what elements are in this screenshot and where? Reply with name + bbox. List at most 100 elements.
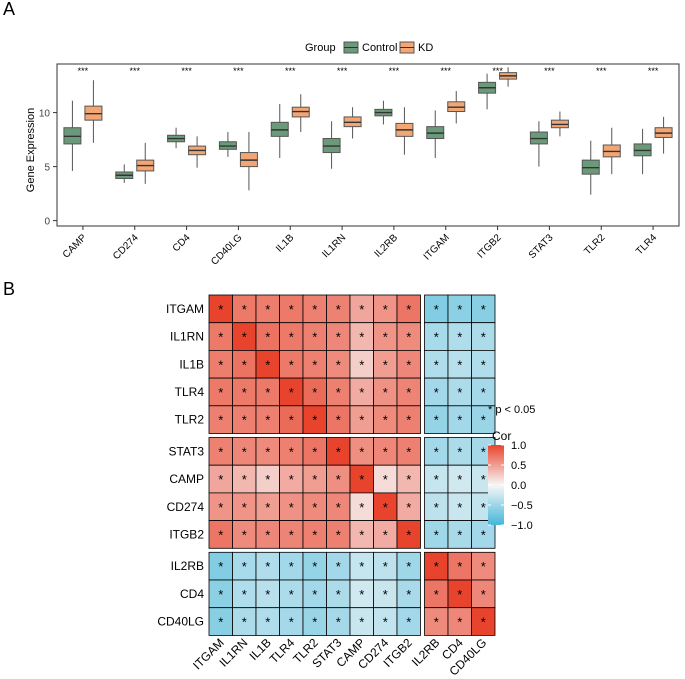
significance-star: * bbox=[242, 587, 247, 602]
significance-star: * bbox=[265, 559, 270, 574]
heatmap-cell: * bbox=[373, 579, 398, 609]
boxplot-panel: A Group Control KD Gene Expression 0510 … bbox=[3, 0, 680, 268]
y-tick-label: 0 bbox=[44, 217, 50, 228]
significance-star: * bbox=[481, 587, 486, 602]
x-tick-label: ITGB2 bbox=[475, 232, 504, 261]
significance-star: * bbox=[242, 330, 247, 345]
significance-star: * bbox=[359, 357, 364, 372]
row-label: TLR4 bbox=[175, 385, 205, 399]
significance-star: * bbox=[242, 302, 247, 317]
significance-star: * bbox=[359, 444, 364, 459]
significance-star: * bbox=[336, 330, 341, 345]
significance-note: * p < 0.05 bbox=[488, 404, 535, 416]
row-label: IL1RN bbox=[170, 330, 204, 344]
heatmap-cell: * bbox=[232, 294, 257, 324]
significance-star: * bbox=[481, 444, 486, 459]
significance-star: * bbox=[434, 472, 439, 487]
significance-label: *** bbox=[596, 66, 607, 76]
heatmap-cell: * bbox=[326, 492, 351, 521]
legend-tick-label: 0.0 bbox=[511, 480, 526, 492]
significance-star: * bbox=[481, 302, 486, 317]
significance-star: * bbox=[434, 357, 439, 372]
heatmap-cell: * bbox=[232, 520, 257, 549]
significance-star: * bbox=[218, 357, 223, 372]
significance-star: * bbox=[359, 615, 364, 630]
heatmap-cell: * bbox=[471, 294, 496, 324]
row-label: CD40LG bbox=[157, 615, 204, 629]
heatmap-cell: * bbox=[326, 437, 351, 466]
x-tick-label: CD274 bbox=[111, 232, 141, 262]
heatmap-cell: * bbox=[279, 492, 304, 521]
box-kd-itgb2 bbox=[499, 67, 518, 87]
significance-label: *** bbox=[233, 66, 244, 76]
significance-star: * bbox=[312, 413, 317, 428]
row-label: CAMP bbox=[169, 472, 204, 486]
heatmap-cell: * bbox=[396, 405, 421, 434]
significance-star: * bbox=[406, 385, 411, 400]
heatmap-cell: * bbox=[471, 377, 496, 407]
significance-star: * bbox=[359, 302, 364, 317]
heatmap-cell: * bbox=[279, 437, 304, 466]
heatmap-cell: * bbox=[208, 405, 233, 434]
heatmap-cell: * bbox=[302, 349, 327, 379]
heatmap-cell: * bbox=[447, 322, 472, 351]
significance-label: *** bbox=[337, 66, 348, 76]
significance-star: * bbox=[289, 444, 294, 459]
heatmap-cell: * bbox=[349, 349, 374, 379]
heatmap-cell: * bbox=[255, 349, 280, 379]
significance-label: *** bbox=[648, 66, 659, 76]
significance-star: * bbox=[312, 615, 317, 630]
row-label: STAT3 bbox=[168, 444, 204, 458]
significance-star: * bbox=[289, 472, 294, 487]
box-kd-itgam bbox=[447, 91, 466, 124]
significance-star: * bbox=[289, 559, 294, 574]
heatmap-cell: * bbox=[208, 377, 233, 407]
significance-star: * bbox=[457, 357, 462, 372]
significance-star: * bbox=[434, 330, 439, 345]
heatmap-cell: * bbox=[255, 464, 280, 494]
significance-star: * bbox=[406, 357, 411, 372]
significance-star: * bbox=[434, 527, 439, 542]
heatmap-cell: * bbox=[349, 520, 374, 549]
significance-star: * bbox=[481, 527, 486, 542]
heatmap-cell: * bbox=[396, 607, 421, 636]
heatmap-cell: * bbox=[255, 492, 280, 521]
significance-star: * bbox=[218, 330, 223, 345]
heatmap-cell: * bbox=[349, 607, 374, 636]
significance-star: * bbox=[336, 500, 341, 515]
column-label: TLR4 bbox=[267, 635, 298, 666]
significance-star: * bbox=[242, 500, 247, 515]
row-label: CD274 bbox=[167, 500, 205, 514]
significance-star: * bbox=[383, 385, 388, 400]
significance-star: * bbox=[289, 302, 294, 317]
heatmap-cell: * bbox=[232, 437, 257, 466]
box-kd-cd274 bbox=[136, 142, 155, 184]
significance-star: * bbox=[289, 413, 294, 428]
significance-star: * bbox=[336, 302, 341, 317]
heatmap-cell: * bbox=[396, 464, 421, 494]
box-control-cd4 bbox=[167, 127, 186, 149]
color-legend-title: Cor bbox=[492, 429, 511, 443]
heatmap-cell: * bbox=[208, 437, 233, 466]
significance-star: * bbox=[265, 500, 270, 515]
significance-star: * bbox=[336, 559, 341, 574]
heatmap-cell: * bbox=[255, 551, 280, 581]
significance-star: * bbox=[406, 444, 411, 459]
significance-star: * bbox=[383, 615, 388, 630]
significance-star: * bbox=[383, 357, 388, 372]
heatmap-cell: * bbox=[471, 405, 496, 434]
heatmap-cell: * bbox=[279, 464, 304, 494]
box-control-itgb2 bbox=[478, 73, 497, 110]
heatmap-cell: * bbox=[208, 349, 233, 379]
heatmap-cell: * bbox=[232, 405, 257, 434]
significance-label: *** bbox=[285, 66, 296, 76]
heatmap-cell: * bbox=[349, 294, 374, 324]
heatmap-cell-fill bbox=[471, 520, 496, 549]
box-series bbox=[63, 67, 673, 195]
heatmap-cell: * bbox=[279, 405, 304, 434]
significance-star: * bbox=[457, 500, 462, 515]
heatmap-cell: * bbox=[396, 349, 421, 379]
heatmap-cell-fill bbox=[396, 520, 421, 549]
legend-tick-label: 0.5 bbox=[511, 460, 526, 472]
significance-star: * bbox=[312, 385, 317, 400]
